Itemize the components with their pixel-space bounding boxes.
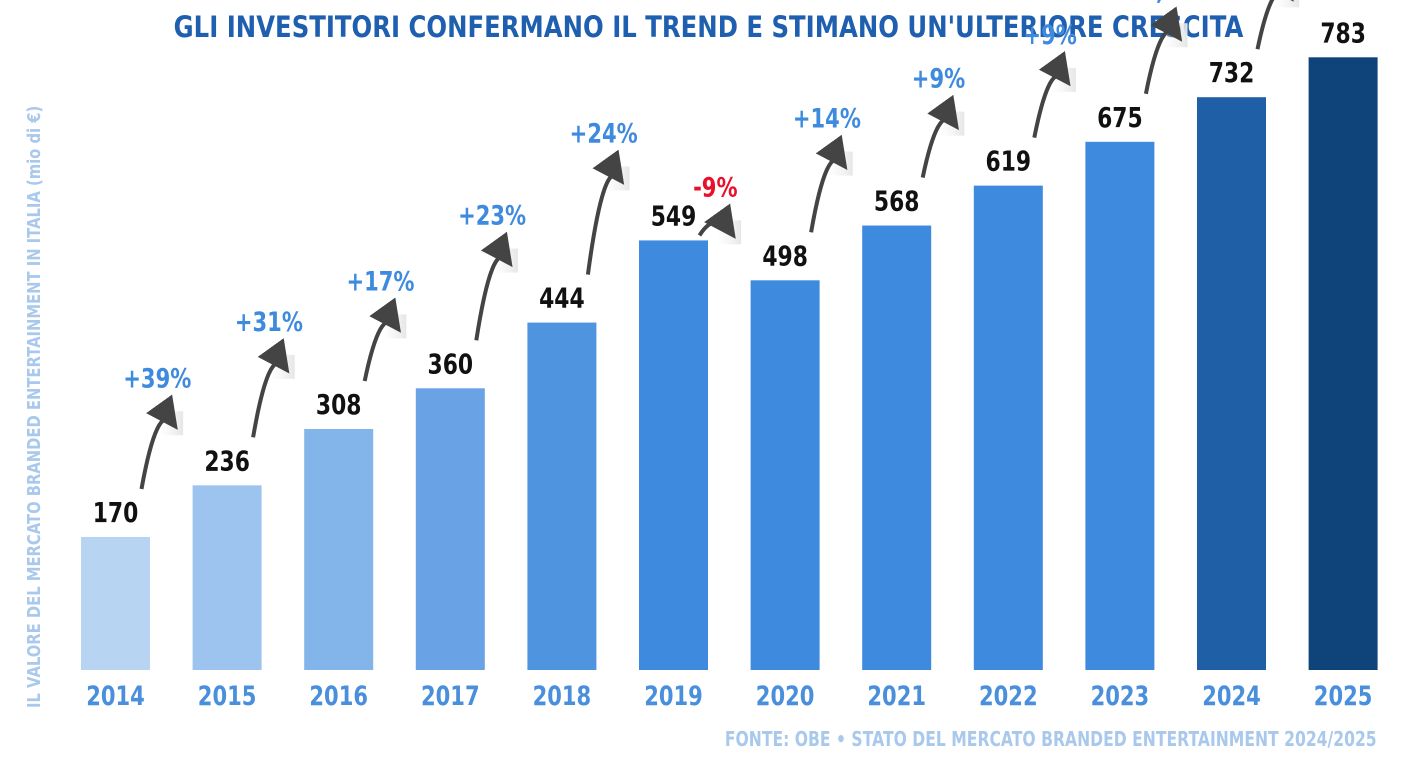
growth-arrow-icon bbox=[1032, 50, 1071, 139]
growth-label-2024: +8,5% bbox=[1124, 0, 1200, 6]
bar-2018 bbox=[527, 322, 597, 670]
value-label-2022: 619 bbox=[986, 145, 1032, 177]
bar-2022 bbox=[973, 185, 1043, 670]
value-label-2024: 732 bbox=[1209, 57, 1255, 89]
chart-title: GLI INVESTITORI CONFERMANO IL TREND E ST… bbox=[173, 10, 1244, 44]
x-tick-2025: 2025 bbox=[1314, 680, 1373, 711]
growth-label-2016: +31% bbox=[235, 306, 303, 337]
x-tick-2017: 2017 bbox=[421, 680, 480, 711]
bar-2014 bbox=[81, 536, 150, 670]
growth-label-2015: +39% bbox=[123, 363, 191, 394]
value-label-2014: 170 bbox=[93, 496, 139, 528]
bar-2016 bbox=[304, 428, 374, 670]
growth-arrow-icon bbox=[1255, 0, 1294, 50]
growth-label-2022: +9% bbox=[912, 63, 965, 94]
x-tick-2022: 2022 bbox=[979, 680, 1038, 711]
x-tick-2024: 2024 bbox=[1202, 680, 1261, 711]
growth-arrow-icon bbox=[585, 149, 625, 275]
x-tick-2023: 2023 bbox=[1091, 680, 1150, 711]
x-tick-2018: 2018 bbox=[533, 680, 592, 711]
arrow-shadow bbox=[1275, 0, 1300, 8]
value-label-2018: 444 bbox=[539, 282, 585, 314]
growth-arrow-icon bbox=[251, 338, 290, 438]
growth-label-2019: +24% bbox=[570, 118, 638, 149]
value-label-2025: 783 bbox=[1320, 17, 1366, 49]
bar-2023 bbox=[1085, 141, 1155, 670]
value-label-2019: 549 bbox=[651, 200, 697, 232]
x-tick-2020: 2020 bbox=[756, 680, 815, 711]
growth-arrow-icon bbox=[809, 134, 848, 233]
growth-arrow-icon bbox=[362, 297, 401, 382]
value-label-2016: 308 bbox=[316, 388, 362, 420]
x-tick-2019: 2019 bbox=[644, 680, 703, 711]
growth-arrow-icon bbox=[474, 231, 513, 341]
value-label-2017: 360 bbox=[428, 348, 474, 380]
value-label-2020: 498 bbox=[762, 240, 808, 272]
growth-label-2018: +23% bbox=[458, 200, 526, 231]
x-tick-2021: 2021 bbox=[867, 680, 926, 711]
growth-label-2023: +9% bbox=[1023, 19, 1076, 50]
growth-arrow-icon bbox=[697, 203, 736, 239]
x-tick-2016: 2016 bbox=[309, 680, 368, 711]
growth-label-2020: -9% bbox=[693, 172, 737, 203]
value-label-2023: 675 bbox=[1097, 101, 1143, 133]
growth-arrow-icon bbox=[139, 394, 178, 490]
value-label-2021: 568 bbox=[874, 185, 920, 217]
bar-2025 bbox=[1308, 57, 1378, 671]
bar-2021 bbox=[862, 225, 932, 671]
x-tick-2015: 2015 bbox=[198, 680, 257, 711]
source-note: FONTE: OBE • STATO DEL MERCATO BRANDED E… bbox=[725, 727, 1377, 751]
growth-arrow-icon bbox=[1143, 6, 1183, 95]
x-tick-2014: 2014 bbox=[86, 680, 145, 711]
growth-label-2017: +17% bbox=[346, 266, 414, 297]
bar-2020 bbox=[750, 280, 820, 670]
bar-2019 bbox=[639, 240, 708, 670]
growth-arrow-icon bbox=[920, 94, 959, 178]
bar-2015 bbox=[192, 485, 262, 670]
growth-label-2021: +14% bbox=[793, 103, 861, 134]
bar-2024 bbox=[1197, 97, 1266, 670]
bar-2017 bbox=[415, 388, 485, 670]
value-label-2015: 236 bbox=[204, 445, 250, 477]
